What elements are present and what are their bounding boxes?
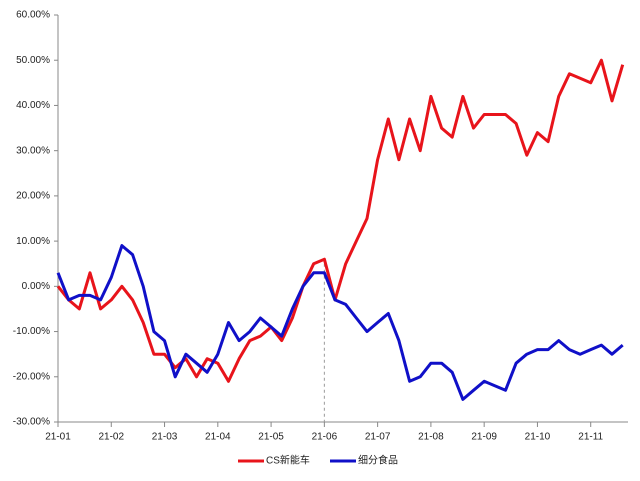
x-tick-label: 21-06 — [312, 432, 338, 443]
x-tick-label: 21-10 — [525, 432, 551, 443]
y-tick-label: 60.00% — [16, 10, 50, 21]
y-tick-label: 10.00% — [16, 236, 50, 247]
y-tick-label: 50.00% — [16, 55, 50, 66]
x-tick-label: 21-11 — [578, 432, 603, 443]
y-tick-label: 20.00% — [16, 191, 50, 202]
legend-label: CS新能车 — [266, 454, 310, 467]
series-line — [56, 244, 624, 401]
y-tick-label: 30.00% — [16, 145, 50, 156]
x-tick-label: 21-03 — [152, 432, 178, 443]
legend-label: 细分食品 — [358, 454, 398, 467]
x-tick-label: 21-01 — [45, 432, 71, 443]
y-tick-label: -30.00% — [13, 417, 50, 428]
y-tick-label: 40.00% — [16, 100, 50, 111]
x-tick-label: 21-02 — [98, 432, 124, 443]
x-tick-label: 21-07 — [365, 432, 391, 443]
x-tick-label: 21-05 — [258, 432, 284, 443]
x-tick-label: 21-09 — [471, 432, 497, 443]
y-tick-label: 0.00% — [22, 281, 50, 292]
x-tick-label: 21-08 — [418, 432, 444, 443]
y-tick-label: -10.00% — [13, 326, 50, 337]
y-tick-label: -20.00% — [13, 371, 50, 382]
x-tick-label: 21-04 — [205, 432, 231, 443]
series-line — [56, 58, 625, 383]
